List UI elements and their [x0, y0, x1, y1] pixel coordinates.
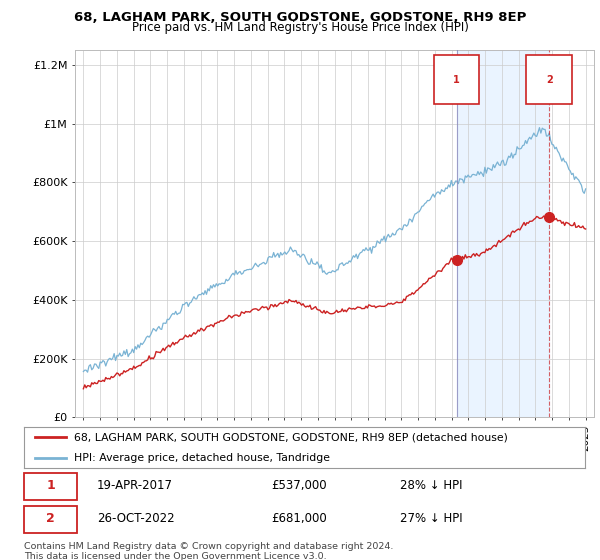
Text: 1: 1: [46, 479, 55, 492]
Text: 1: 1: [453, 74, 460, 85]
Text: £681,000: £681,000: [271, 512, 326, 525]
Text: Price paid vs. HM Land Registry's House Price Index (HPI): Price paid vs. HM Land Registry's House …: [131, 21, 469, 34]
Text: 2: 2: [46, 512, 55, 525]
Text: HPI: Average price, detached house, Tandridge: HPI: Average price, detached house, Tand…: [74, 452, 331, 463]
Text: 27% ↓ HPI: 27% ↓ HPI: [400, 512, 463, 525]
Text: Contains HM Land Registry data © Crown copyright and database right 2024.
This d: Contains HM Land Registry data © Crown c…: [24, 542, 394, 560]
Bar: [457, 50, 549, 417]
Text: 2: 2: [546, 74, 553, 85]
FancyBboxPatch shape: [24, 506, 77, 533]
Text: 26-OCT-2022: 26-OCT-2022: [97, 512, 175, 525]
FancyBboxPatch shape: [24, 473, 77, 500]
Text: 68, LAGHAM PARK, SOUTH GODSTONE, GODSTONE, RH9 8EP (detached house): 68, LAGHAM PARK, SOUTH GODSTONE, GODSTON…: [74, 432, 508, 442]
Text: 19-APR-2017: 19-APR-2017: [97, 479, 173, 492]
Text: 28% ↓ HPI: 28% ↓ HPI: [400, 479, 463, 492]
Text: 68, LAGHAM PARK, SOUTH GODSTONE, GODSTONE, RH9 8EP: 68, LAGHAM PARK, SOUTH GODSTONE, GODSTON…: [74, 11, 526, 24]
Text: £537,000: £537,000: [271, 479, 326, 492]
